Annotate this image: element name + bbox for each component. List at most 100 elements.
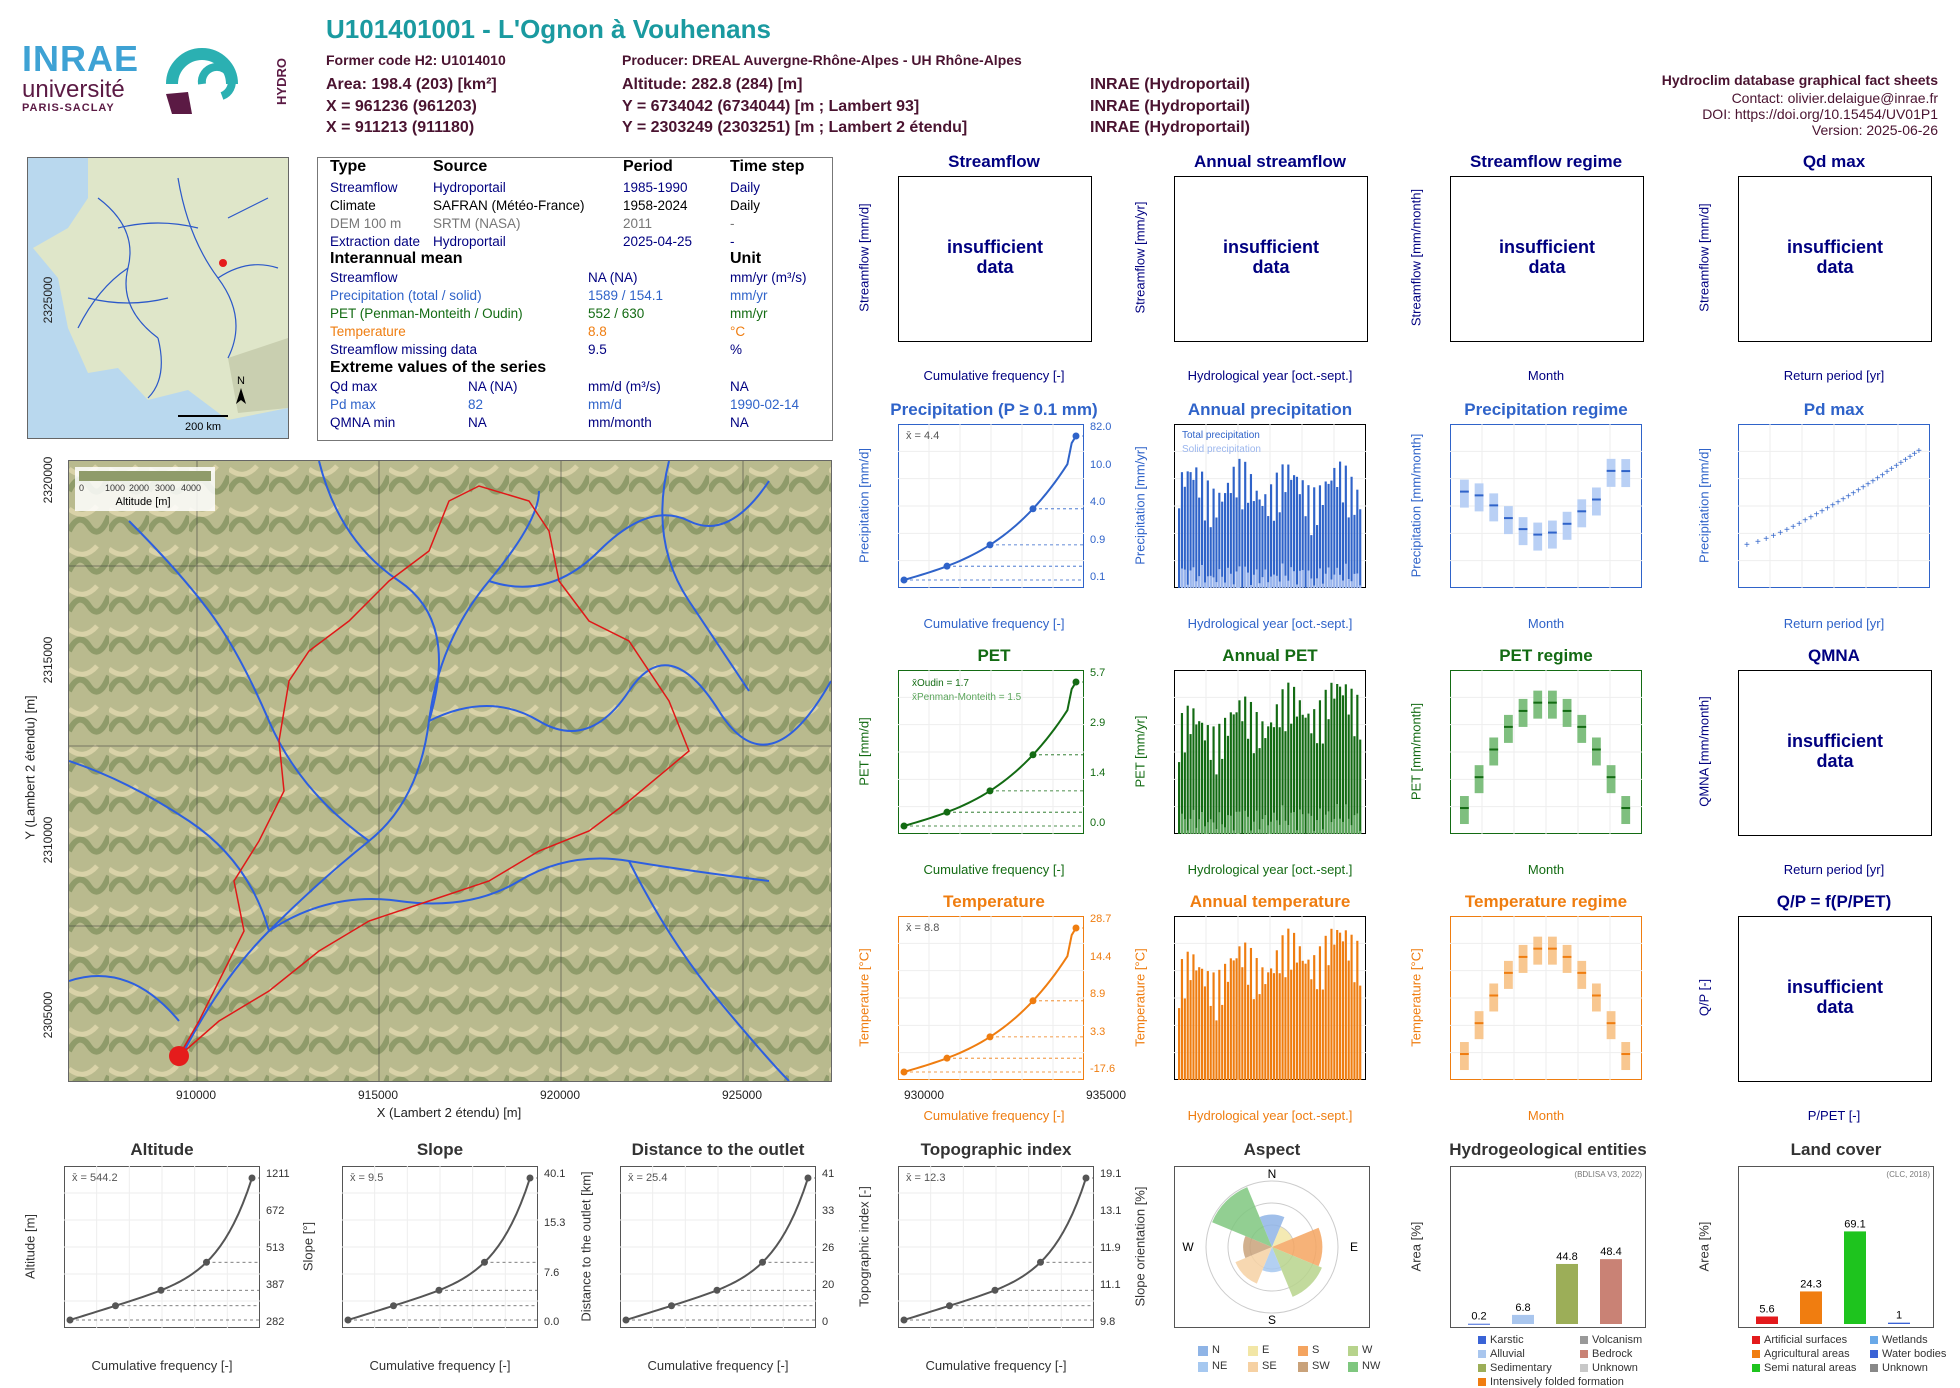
svg-text:+: +: [1784, 525, 1790, 536]
bottom-rlabel-topo: 9.8: [1100, 1316, 1115, 1328]
bottom-rlabel-topo: 19.1: [1100, 1168, 1121, 1180]
bottom-rlabel-slope: 40.1: [544, 1168, 565, 1180]
streamflow-title-3: Qd max: [1728, 152, 1940, 172]
mean-title: Interannual mean: [330, 250, 462, 268]
basin-ytick: 2325000: [18, 270, 78, 330]
info-row-period: 2011: [623, 216, 652, 231]
pdmax-title: Pd max: [1728, 400, 1940, 420]
th-period: Period: [623, 158, 673, 176]
streamflow-ylabel-1: Streamflow [mm/yr]: [1133, 176, 1148, 340]
hydrogeo-legend-swatch: [1478, 1350, 1486, 1358]
pdmax-xlabel: Return period [yr]: [1718, 616, 1950, 631]
landcover-legend-label: Agricultural areas: [1764, 1348, 1850, 1360]
bottom-rlabel-distance: 0: [822, 1316, 828, 1328]
hydrogeo-legend-swatch: [1478, 1378, 1486, 1386]
extreme-row-label: QMNA min: [330, 415, 395, 430]
hydrogeo-legend-label: Alluvial: [1490, 1348, 1525, 1360]
streamflow-ylabel-2: Streamflow [mm/month]: [1409, 176, 1424, 340]
doi: DOI: https://doi.org/10.15454/UV01P1: [1702, 106, 1938, 122]
landcover-bar: [1844, 1231, 1866, 1324]
svg-text:+: +: [1771, 531, 1777, 542]
precip-xlabel: Cumulative frequency [-]: [878, 616, 1110, 631]
bottom-rlabel-distance: 20: [822, 1279, 834, 1291]
mean-row-value: 552 / 630: [588, 306, 644, 321]
aspect-legend-swatch: [1348, 1362, 1358, 1372]
insufficient-line1: insufficient: [1175, 237, 1367, 257]
hydrogeo-bar: [1468, 1324, 1490, 1325]
logo-hydro-text: HYDRO: [274, 58, 289, 105]
streamflow-xlabel-3: Return period [yr]: [1718, 368, 1950, 383]
precip-cdf-mean: x̄ = 4.4: [906, 430, 939, 442]
landcover-ylabel: Area [%]: [1697, 1166, 1712, 1328]
outlet-marker-icon: [169, 1046, 189, 1066]
landcover-legend-label: Water bodies: [1882, 1348, 1946, 1360]
hydrogeo-bar: [1556, 1264, 1578, 1324]
landcover-legend-label: Artificial surfaces: [1764, 1334, 1847, 1346]
qmna-title: QMNA: [1728, 646, 1940, 666]
mean-row-unit: mm/yr: [730, 288, 768, 303]
landcover-legend-swatch: [1752, 1364, 1760, 1372]
pdmax-ylabel: Precipitation [mm/d]: [1697, 424, 1712, 588]
streamflow-title-1: Annual streamflow: [1164, 152, 1376, 172]
altitude: Altitude: 282.8 (284) [m]: [622, 76, 802, 94]
aspect-legend-swatch: [1198, 1362, 1208, 1372]
annual-temp-chart: [1174, 916, 1366, 1080]
aspect-legend-swatch: [1248, 1346, 1258, 1356]
contact: Contact: olivier.delaigue@inrae.fr: [1732, 90, 1938, 106]
aspect-dir-label: W: [1182, 1240, 1194, 1254]
insufficient-line1: insufficient: [1739, 731, 1931, 751]
extreme-row-unit: mm/month: [588, 415, 652, 430]
annual-precip-leg1: Total precipitation: [1182, 430, 1260, 441]
insufficient-line2: data: [1451, 257, 1643, 277]
aspect-legend-label: N: [1212, 1344, 1220, 1356]
bottom-chart-distance: [620, 1166, 816, 1328]
pet-leg2: x̄Penman-Monteith = 1.5: [912, 692, 1021, 703]
temp-title: Temperature: [888, 892, 1100, 912]
unit-title: Unit: [730, 250, 761, 268]
bottom-ylabel-slope: Slope [°]: [301, 1166, 316, 1328]
bottom-mean-slope: x̄ = 9.5: [350, 1172, 383, 1184]
scale-label: 200 km: [185, 421, 221, 433]
annual-precip-leg2: Solid precipitation: [1182, 444, 1261, 455]
landcover-legend-label: Semi natural areas: [1764, 1362, 1856, 1374]
svg-text:+: +: [1755, 537, 1761, 548]
source-1: INRAE (Hydroportail): [1090, 76, 1250, 94]
precip-title: Precipitation (P ≥ 0.1 mm): [888, 400, 1100, 420]
th-source: Source: [433, 158, 487, 176]
basin-xtick: 915000: [348, 1088, 408, 1102]
extreme-row-unit: mm/d: [588, 397, 622, 412]
aspect-legend-swatch: [1348, 1346, 1358, 1356]
precip-cdf-rlabel: 0.1: [1090, 571, 1105, 583]
pet-regime-xlabel: Month: [1430, 862, 1662, 877]
mean-row-label: Streamflow: [330, 270, 398, 285]
info-row-source: SRTM (NASA): [433, 216, 521, 231]
hydrogeo-legend-swatch: [1580, 1350, 1588, 1358]
temp-cdf-rlabel: 8.9: [1090, 988, 1105, 1000]
precip-cdf-rlabel: 4.0: [1090, 496, 1105, 508]
hydrogeo-legend-swatch: [1580, 1364, 1588, 1372]
th-step: Time step: [730, 158, 804, 176]
extreme-row-value: NA: [468, 415, 487, 430]
extreme-row-value: NA (NA): [468, 379, 518, 394]
legend-tick-4: 4000: [181, 483, 201, 493]
insufficient-line2: data: [1175, 257, 1367, 277]
precip-cdf-rlabel: 82.0: [1090, 421, 1111, 433]
former-code: Former code H2: U1014010: [326, 52, 506, 68]
temp-cdf: [898, 916, 1084, 1080]
hydrogeo-legend-label: Sedimentary: [1490, 1362, 1552, 1374]
page-title: U101401001 - L'Ognon à Vouhenans: [326, 14, 771, 45]
basin-map-svg: 0 1000 2000 3000 4000 Altitude [m]: [69, 461, 831, 1081]
logo-univ-text: université: [22, 78, 152, 102]
bottom-rlabel-slope: 15.3: [544, 1217, 565, 1229]
bottom-chart-topo: [898, 1166, 1094, 1328]
landcover-legend-swatch: [1870, 1336, 1878, 1344]
aspect-dir-label: N: [1268, 1167, 1277, 1181]
landcover-title: Land cover: [1718, 1140, 1954, 1160]
mean-row-unit: mm/yr: [730, 306, 768, 321]
producer: Producer: DREAL Auvergne-Rhône-Alpes - U…: [622, 52, 1022, 68]
temp-regime-xlabel: Month: [1430, 1108, 1662, 1123]
extreme-row-label: Qd max: [330, 379, 377, 394]
